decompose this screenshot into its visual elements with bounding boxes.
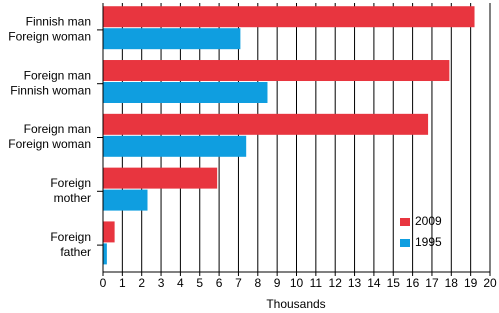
x-axis-label: Thousands [266, 297, 325, 311]
x-tick-label: 0 [100, 276, 107, 290]
y-tick-label: Foreign woman [8, 30, 91, 44]
bar [103, 189, 148, 211]
y-tick-label: Foreign [50, 230, 91, 244]
y-tick-label: mother [54, 191, 91, 205]
bar [103, 167, 218, 189]
x-tick-label: 16 [406, 276, 420, 290]
bar [103, 135, 247, 157]
y-tick-label: Foreign [50, 176, 91, 190]
y-tick-label: Foreign woman [8, 137, 91, 151]
bar [103, 243, 107, 265]
x-tick-label: 5 [196, 276, 203, 290]
bar [103, 113, 429, 135]
legend-swatch [400, 239, 410, 247]
x-tick-label: 1 [119, 276, 126, 290]
x-tick-label: 8 [254, 276, 261, 290]
x-tick-label: 6 [216, 276, 223, 290]
bar [103, 6, 475, 28]
x-tick-label: 4 [177, 276, 184, 290]
x-tick-label: 3 [158, 276, 165, 290]
y-tick-label: Finnish woman [10, 83, 91, 97]
legend-label: 2009 [415, 214, 442, 228]
x-tick-label: 11 [310, 276, 323, 290]
x-tick-label: 12 [329, 276, 343, 290]
x-tick-label: 14 [367, 276, 381, 290]
x-tick-label: 17 [425, 276, 439, 290]
y-tick-label: Foreign man [24, 68, 91, 82]
bar [103, 60, 450, 82]
x-tick-label: 20 [483, 276, 497, 290]
y-tick-label: Finnish man [26, 15, 91, 29]
x-tick-label: 15 [387, 276, 401, 290]
x-tick-label: 7 [235, 276, 242, 290]
bar [103, 221, 115, 243]
bar [103, 28, 241, 50]
x-tick-label: 19 [464, 276, 478, 290]
y-tick-label: father [60, 245, 91, 259]
x-tick-label: 13 [348, 276, 362, 290]
x-tick-label: 2 [138, 276, 145, 290]
x-tick-label: 9 [274, 276, 281, 290]
x-tick-label: 10 [290, 276, 304, 290]
x-tick-label: 18 [445, 276, 459, 290]
y-tick-label: Foreign man [24, 122, 91, 136]
bar [103, 82, 268, 103]
legend-label: 1995 [415, 235, 442, 249]
legend-swatch [400, 218, 410, 226]
